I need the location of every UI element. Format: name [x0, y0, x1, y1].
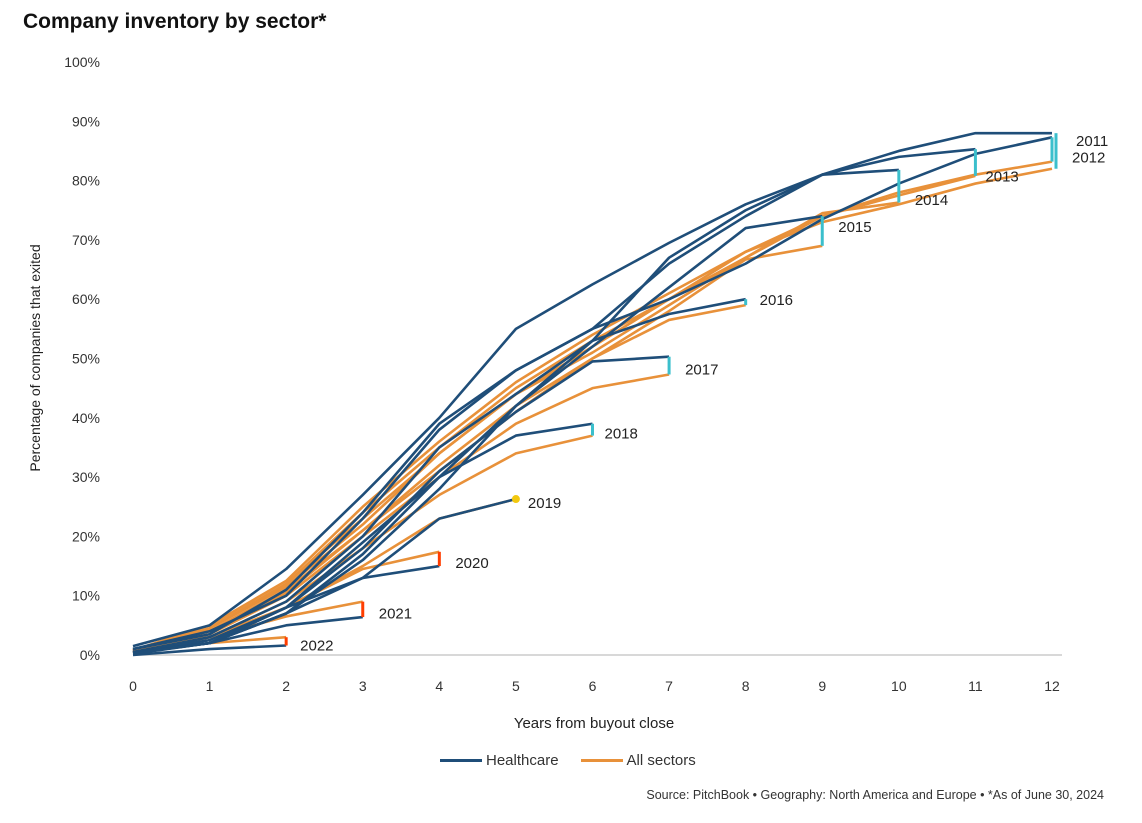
vintage-label-2021: 2021 [379, 605, 412, 622]
x-tick-label: 11 [968, 678, 983, 694]
y-tick-label: 100% [64, 54, 100, 70]
y-tick-label: 20% [72, 528, 100, 544]
legend: Healthcare All sectors [440, 752, 696, 769]
x-tick-label: 1 [206, 678, 214, 694]
y-tick-label: 10% [72, 588, 100, 604]
vintage-label-2014: 2014 [915, 192, 948, 209]
legend-swatch-all-sectors [580, 759, 623, 762]
series-all-sectors-2013 [132, 174, 976, 652]
y-tick-label: 90% [72, 113, 100, 129]
vintage-label-2019: 2019 [528, 495, 561, 512]
y-tick-label: 30% [72, 469, 100, 485]
series-healthcare-2011 [132, 131, 1052, 648]
vintage-label-2011: 2011 [1076, 133, 1108, 150]
x-tick-label: 7 [665, 678, 673, 694]
vintage-label-2015: 2015 [838, 219, 871, 236]
x-tick-label: 12 [1044, 678, 1060, 694]
x-tick-label: 6 [589, 678, 597, 694]
vintage-label-2017: 2017 [685, 362, 718, 379]
y-tick-label: 80% [72, 173, 100, 189]
vintage-label-2020: 2020 [455, 555, 488, 572]
legend-label: All sectors [626, 752, 696, 769]
series-healthcare-2012 [132, 136, 1053, 651]
legend-item-all-sectors: All sectors [580, 752, 696, 769]
legend-label: Healthcare [486, 752, 559, 769]
vintage-label-2013: 2013 [985, 169, 1018, 186]
x-tick-label: 9 [818, 678, 826, 694]
legend-swatch-healthcare [440, 759, 482, 762]
vintage-label-2016: 2016 [760, 292, 793, 309]
axes: 0 1 2 3 4 5 6 7 8 9 10 11 120%10%20%30%40%50%60%70%8… [64, 54, 1062, 694]
series-lines [132, 131, 1053, 657]
x-tick-label: 10 [891, 678, 907, 694]
x-tick-label: 0 [129, 678, 137, 694]
y-axis-label: Percentage of companies that exited [27, 244, 43, 471]
series-healthcare-2014 [132, 168, 899, 651]
vintage-label-2012: 2012 [1072, 149, 1105, 166]
x-tick-label: 2 [282, 678, 290, 694]
series-all-sectors-2012 [132, 160, 1053, 652]
series-all-sectors-2011 [132, 167, 1053, 652]
chart-title: Company inventory by sector* [23, 10, 327, 33]
series-healthcare-2022 [132, 644, 287, 657]
y-tick-label: 70% [72, 232, 100, 248]
vintage-label-2018: 2018 [605, 426, 638, 443]
vintage-label-2022: 2022 [300, 637, 333, 654]
source-note: Source: PitchBook • Geography: North Ame… [646, 788, 1104, 802]
series-healthcare-2013 [132, 147, 976, 654]
x-axis-label: Years from buyout close [514, 715, 674, 732]
x-tick-label: 8 [742, 678, 750, 694]
series-healthcare-2021 [132, 615, 363, 656]
y-tick-label: 0% [80, 647, 100, 663]
x-tick-label: 3 [359, 678, 367, 694]
x-tick-label: 5 [512, 678, 520, 694]
y-tick-label: 40% [72, 410, 100, 426]
series-all-sectors-2014 [132, 201, 900, 652]
x-tick-label: 4 [435, 678, 443, 694]
y-tick-label: 60% [72, 291, 100, 307]
y-tick-label: 50% [72, 351, 100, 367]
gap-marker-2019 [511, 495, 520, 504]
legend-item-healthcare: Healthcare [440, 752, 559, 769]
gap-markers [284, 133, 1058, 646]
